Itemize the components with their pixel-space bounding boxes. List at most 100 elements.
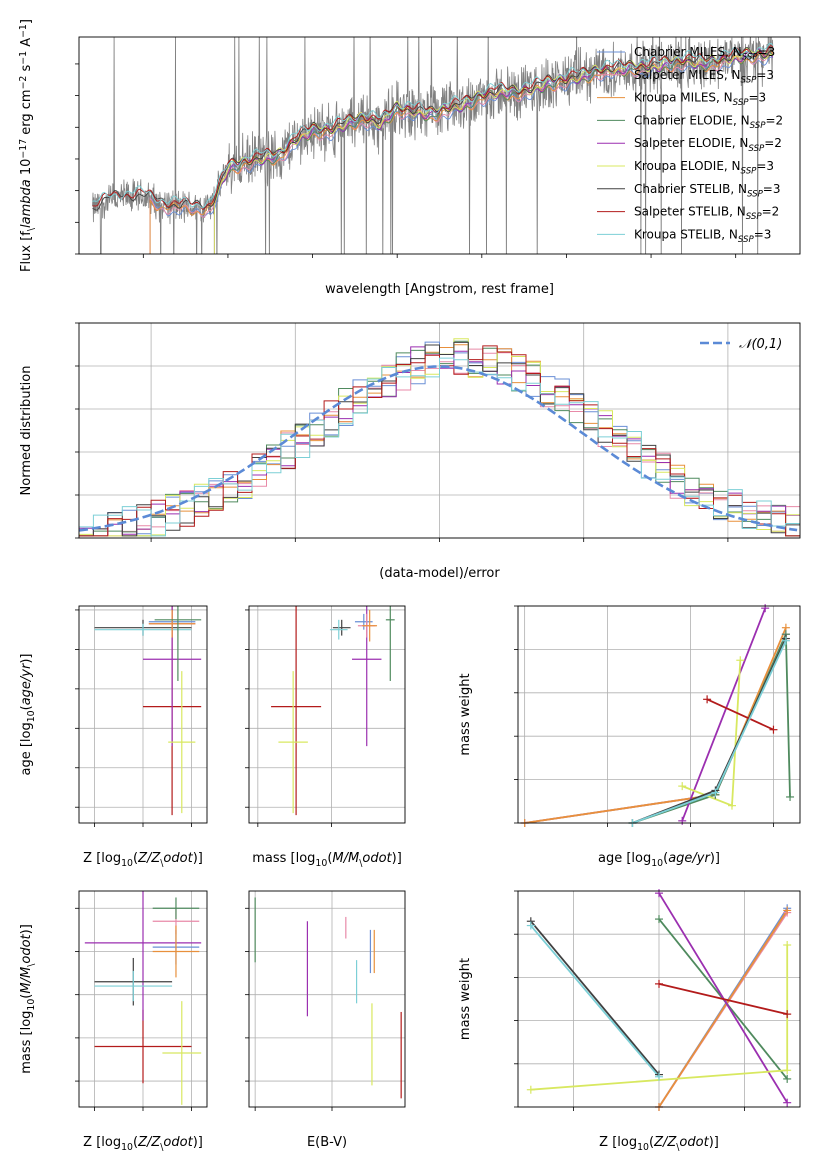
y-axis-label: mass [log10(M/M\odot)]	[19, 924, 37, 1074]
axes-frame	[248, 605, 406, 824]
weight-marker-7-1	[769, 725, 778, 734]
legend-label-6: Chabrier STELIB, NSSP=3	[634, 182, 781, 200]
weight-line-4	[681, 607, 767, 822]
weight-marker-5-0	[678, 782, 687, 791]
errorbar-8	[152, 897, 200, 920]
weight-line-6	[530, 920, 660, 1076]
weight-marker-3-0	[655, 915, 663, 924]
plot-area-spectrum	[92, 37, 774, 254]
errorbar-8	[154, 606, 202, 681]
weight-line-7	[706, 698, 774, 731]
plot-area-weight-vs-Z	[530, 892, 789, 1107]
weight-marker-5-0	[526, 1085, 535, 1094]
y-axis-label: Normed distribution	[19, 366, 34, 496]
weight-line-0	[524, 633, 787, 823]
errorbar-4	[94, 623, 192, 636]
legend-label-5: Kroupa ELODIE, NSSP=3	[634, 159, 774, 177]
weight-marker-7-1	[783, 1010, 792, 1019]
plot-area-mass-vs-Z	[84, 891, 202, 1105]
axes-frame	[517, 890, 801, 1108]
legend-label-4: Salpeter ELODIE, NSSP=2	[634, 136, 782, 154]
errorbar-3	[332, 619, 351, 636]
plot-area-residuals	[79, 338, 800, 537]
axes-frame	[78, 890, 208, 1108]
x-axis-label: (data-model)/error	[379, 566, 500, 581]
x-axis-label: wavelength [Angstrom, rest frame]	[325, 282, 554, 297]
legend-label-8: Kroupa STELIB, NSSP=3	[634, 227, 771, 245]
plot-area-weight-vs-age	[524, 607, 791, 823]
x-axis-label: Z [log10(Z/Z\odot)]	[83, 851, 203, 869]
plot-area-age-vs-Z	[94, 606, 202, 816]
panel-weight-vs-Z: Z [log10(Z/Z\odot)] mass weight	[458, 889, 801, 1153]
weight-line-8	[530, 925, 660, 1078]
legend-label-3: Chabrier ELODIE, NSSP=2	[634, 113, 783, 131]
observed-spectrum	[92, 37, 774, 254]
plot-area-mass-vs-EBV	[254, 897, 402, 1099]
legend-label-1: Salpeter MILES, NSSP=3	[634, 68, 774, 86]
weight-marker-5-2	[736, 656, 745, 665]
model-spectrum-7	[92, 45, 774, 210]
weight-marker-8-1	[711, 788, 720, 797]
weight-marker-2-1	[783, 906, 792, 915]
weight-marker-3-1	[783, 1074, 792, 1083]
errorbar-7	[152, 925, 200, 978]
panel-mass-vs-Z: Z [log10(Z/Z\odot)] mass [log10(M/M\odot)…	[19, 890, 208, 1153]
legend-label-0: Chabrier MILES, NSSP=3	[634, 45, 775, 63]
weight-marker-5-2	[783, 941, 792, 949]
axes-frame	[517, 605, 801, 824]
panel-age-vs-mass: mass [log10(M/M\odot)]	[245, 605, 406, 869]
errorbar-1	[84, 891, 202, 1021]
weight-marker-3-3	[786, 792, 795, 801]
errorbar-4	[329, 619, 348, 640]
weight-marker-4-1	[761, 604, 770, 613]
weight-line-1	[524, 633, 787, 823]
weight-line-4	[658, 892, 788, 1104]
gaussian-curve	[79, 365, 798, 532]
axes-frame	[248, 890, 406, 1108]
errorbar-4	[94, 970, 173, 1002]
model-spectrum-8	[92, 42, 774, 209]
weight-marker-4-1	[783, 1098, 792, 1107]
histogram-8	[79, 357, 800, 537]
model-spectrum-0	[149, 55, 774, 254]
axes-frame	[78, 322, 801, 539]
errorbar-1	[352, 606, 382, 747]
axes-frame	[78, 605, 208, 824]
weight-marker-4-0	[678, 816, 687, 825]
x-axis-label: Z [log10(Z/Z\odot)]	[599, 1135, 719, 1153]
errorbar-0	[271, 606, 322, 816]
x-axis-label: mass [log10(M/M\odot)]	[252, 851, 402, 869]
weight-marker-5-1	[783, 1066, 792, 1075]
axes-frame	[78, 36, 801, 255]
model-spectrum-4	[213, 48, 774, 254]
weight-line-7	[658, 983, 788, 1015]
y-axis-label: mass weight	[458, 958, 473, 1040]
legend-label-2: Kroupa MILES, NSSP=3	[634, 91, 766, 109]
weight-marker-5-1	[727, 801, 736, 810]
legend-label-7: Salpeter STELIB, NSSP=2	[634, 205, 779, 223]
y-axis-label: Flux [f\lambda 10−17 erg cm−2 s−1 A−1]	[18, 19, 37, 272]
weight-marker-4-0	[655, 889, 663, 898]
legend-label-gaussian: 𝒩(0,1)	[739, 337, 782, 352]
errorbar-1	[143, 606, 202, 747]
errorbar-8	[385, 606, 395, 681]
x-axis-label: Z [log10(Z/Z\odot)]	[83, 1135, 203, 1153]
panel-age-vs-Z: Z [log10(Z/Z\odot)] age [log10(age/yr)]	[19, 605, 208, 869]
x-axis-label: age [log10(age/yr)]	[598, 851, 720, 869]
errorbar-2	[162, 1001, 202, 1105]
weight-line-2	[658, 909, 788, 1107]
errorbar-7	[362, 609, 378, 642]
panel-spectrum: wavelength [Angstrom, rest frame] Flux [f…	[18, 19, 801, 297]
weight-marker-7-0	[703, 695, 712, 704]
panel-residuals: (data-model)/error Normed distribution 𝒩(0…	[19, 322, 801, 581]
y-axis-label: mass weight	[458, 673, 473, 755]
weight-line-8	[632, 640, 787, 823]
model-spectrum-5	[213, 47, 774, 254]
plot-area-age-vs-mass	[271, 606, 395, 816]
panel-mass-vs-EBV: E(B-V)	[245, 890, 406, 1150]
errorbar-7	[148, 609, 196, 638]
panel-weight-vs-age: age [log10(age/yr)] mass weight	[458, 604, 801, 869]
histogram-6	[79, 341, 800, 537]
weight-marker-7-0	[655, 979, 663, 988]
